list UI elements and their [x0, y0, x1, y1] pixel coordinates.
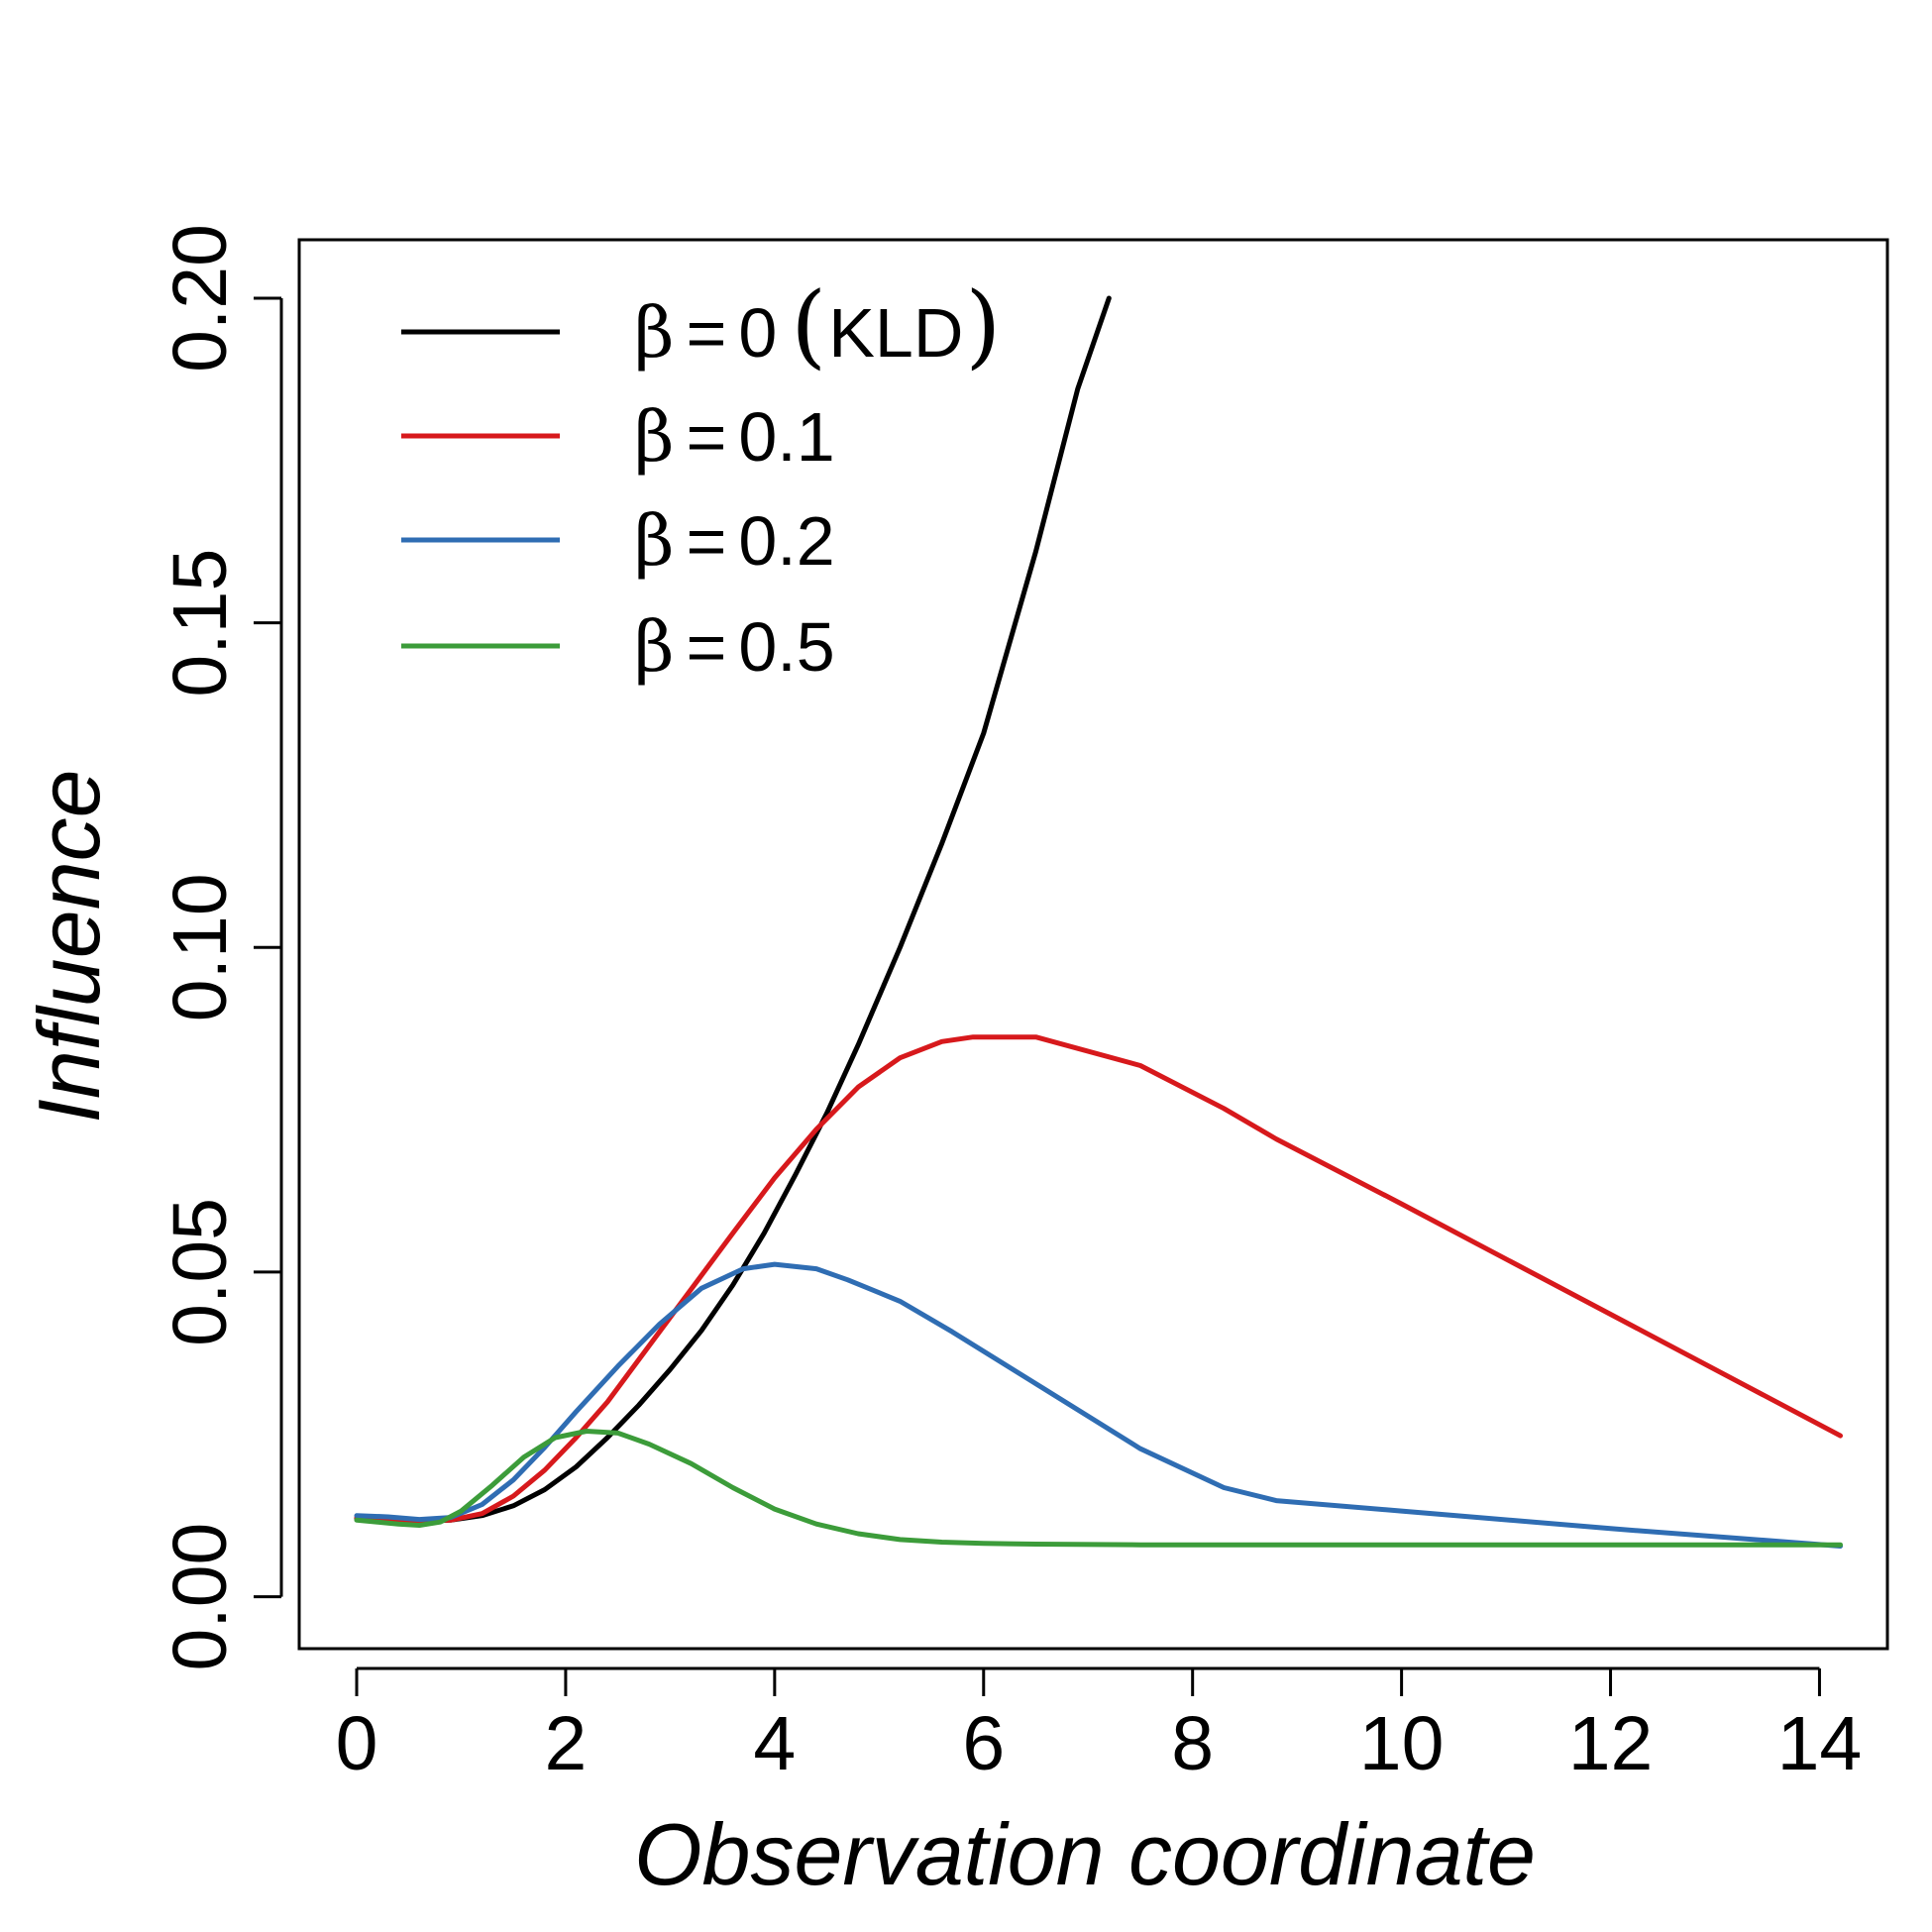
series-line-3: [354, 1429, 1843, 1548]
legend: β = 0 (KLD)β = 0.1β = 0.2β = 0.5: [401, 272, 1001, 688]
legend-equals: =: [686, 502, 726, 580]
series-line-1: [354, 1034, 1843, 1524]
legend-label: β = 0 (KLD): [634, 272, 1001, 378]
legend-entry: β = 0 (KLD): [401, 272, 1001, 378]
x-tick-label: 10: [1359, 1701, 1445, 1786]
legend-label: β = 0.2: [634, 500, 835, 582]
x-tick-label: 6: [962, 1701, 1005, 1786]
legend-value: 0.1: [738, 398, 834, 476]
y-tick-label: 0.10: [158, 873, 243, 1021]
legend-beta: β: [634, 396, 674, 478]
legend-open-paren: (: [791, 272, 826, 378]
legend-divergence: KLD: [828, 294, 963, 372]
legend-entry: β = 0.1: [401, 396, 835, 478]
legend-label: β = 0.5: [634, 606, 835, 688]
y-axis-label: Influence: [20, 769, 118, 1123]
y-tick-label: 0.20: [158, 224, 243, 373]
x-tick-label: 8: [1171, 1701, 1214, 1786]
x-tick-label: 12: [1568, 1701, 1654, 1786]
legend-equals: =: [686, 398, 726, 476]
y-axis: 0.00 0.05 0.10 0.15 0.20: [158, 224, 283, 1671]
x-tick-label: 14: [1777, 1701, 1863, 1786]
legend-equals: =: [686, 294, 726, 372]
series-layer: [354, 295, 1843, 1549]
legend-beta: β: [634, 606, 674, 688]
plot-frame: [297, 238, 1889, 1651]
x-tick-label: 4: [753, 1701, 796, 1786]
legend-beta: β: [634, 292, 674, 374]
series-line-2: [354, 1261, 1843, 1549]
y-tick-label: 0.15: [158, 549, 243, 698]
legend-value: 0: [738, 294, 777, 372]
y-tick-label: 0.00: [158, 1523, 243, 1671]
x-tick-label: 2: [545, 1701, 588, 1786]
x-axis: 0 2 4 6 8 10 12 14: [336, 1666, 1863, 1786]
legend-entry: β = 0.5: [401, 606, 835, 688]
legend-close-paren: ): [965, 272, 1001, 378]
legend-equals: =: [686, 608, 726, 686]
legend-beta: β: [634, 500, 674, 582]
legend-label: β = 0.1: [634, 396, 835, 478]
legend-entry: β = 0.2: [401, 500, 835, 582]
legend-value: 0.2: [738, 502, 834, 580]
x-axis-label: Observation coordinate: [634, 1805, 1536, 1903]
x-tick-label: 0: [336, 1701, 378, 1786]
y-tick-label: 0.05: [158, 1198, 243, 1346]
legend-value: 0.5: [738, 608, 834, 686]
